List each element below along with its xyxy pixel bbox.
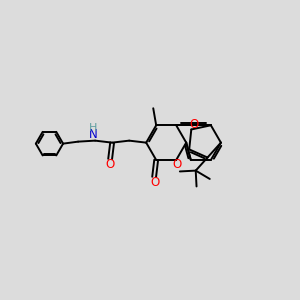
Text: H: H	[88, 123, 97, 133]
Text: O: O	[190, 118, 199, 131]
Text: O: O	[105, 158, 114, 171]
Text: O: O	[172, 158, 182, 171]
Text: N: N	[88, 128, 97, 141]
Text: O: O	[150, 176, 159, 189]
